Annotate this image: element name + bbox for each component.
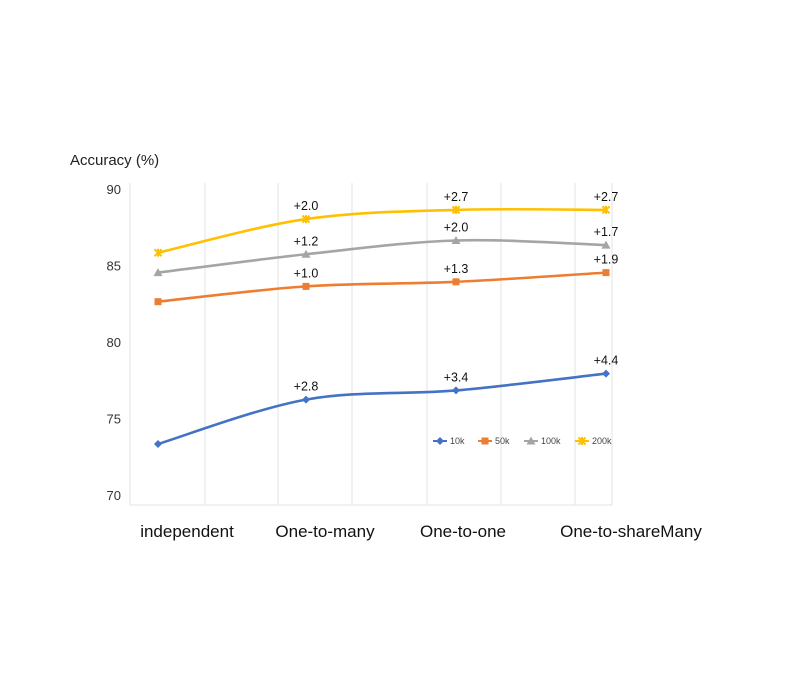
y-tick-label: 90 <box>107 182 121 197</box>
series-group <box>153 205 611 448</box>
data-point-triangle <box>153 268 163 277</box>
legend-label: 50k <box>495 436 510 446</box>
y-axis-ticks: 70 75 80 85 90 <box>107 182 121 503</box>
data-label: +2.7 <box>594 190 619 204</box>
data-point-triangle <box>451 235 461 244</box>
data-point-diamond <box>154 439 162 448</box>
data-point-triangle <box>301 249 311 258</box>
legend-label: 10k <box>450 436 465 446</box>
data-label: +1.0 <box>294 266 319 280</box>
data-point-triangle <box>526 436 536 445</box>
y-tick-label: 75 <box>107 412 121 427</box>
data-label: +1.2 <box>294 234 319 248</box>
series-line <box>156 271 608 303</box>
series-50k <box>154 269 610 306</box>
y-tick-label: 70 <box>107 488 121 503</box>
x-tick-label: One-to-one <box>420 522 506 541</box>
series-line <box>156 372 608 446</box>
y-tick-label: 85 <box>107 259 121 274</box>
series-line <box>156 238 608 274</box>
data-point-diamond <box>302 395 310 404</box>
data-label: +2.7 <box>444 190 469 204</box>
series-line <box>156 207 608 255</box>
data-point-star <box>601 205 611 215</box>
data-point-diamond <box>602 369 610 378</box>
data-label: +2.0 <box>444 220 469 234</box>
data-point-star <box>577 436 587 446</box>
data-point-diamond <box>452 386 460 395</box>
data-label: +2.8 <box>294 380 319 394</box>
series-100k <box>153 235 611 277</box>
data-point-star <box>301 214 311 224</box>
data-point-square <box>302 282 310 290</box>
x-tick-label: independent <box>140 522 234 541</box>
series-10k <box>154 369 610 448</box>
x-tick-label: One-to-shareMany <box>560 522 702 541</box>
data-point-star <box>153 248 163 257</box>
y-axis-label: Accuracy (%) <box>70 152 159 169</box>
x-tick-label: One-to-many <box>275 522 375 541</box>
legend-label: 100k <box>541 436 561 446</box>
data-point-star <box>451 205 461 215</box>
data-point-square <box>602 269 610 277</box>
data-point-square <box>452 278 460 286</box>
x-axis-ticks: independent One-to-many One-to-one One-to-s… <box>140 522 702 541</box>
data-point-square <box>154 298 162 306</box>
legend-label: 200k <box>592 436 612 446</box>
data-point-triangle <box>601 240 611 249</box>
data-label: +1.9 <box>594 253 619 267</box>
data-label: +1.7 <box>594 225 619 239</box>
data-point-diamond <box>436 437 444 445</box>
y-tick-label: 80 <box>107 335 121 350</box>
annotations-group: +2.8 +3.4 +4.4 +1.0 +1.3 +1.9 +1.2 +2.0 +1.7 +2.0… <box>294 190 619 394</box>
data-label: +4.4 <box>594 354 619 368</box>
data-label: +1.3 <box>444 262 469 276</box>
legend: 10k 50k 100k 200k <box>433 436 612 446</box>
series-200k <box>153 205 611 257</box>
data-label: +3.4 <box>444 370 469 384</box>
data-label: +2.0 <box>294 199 319 213</box>
grid-lines <box>129 183 613 506</box>
data-point-square <box>481 437 489 445</box>
